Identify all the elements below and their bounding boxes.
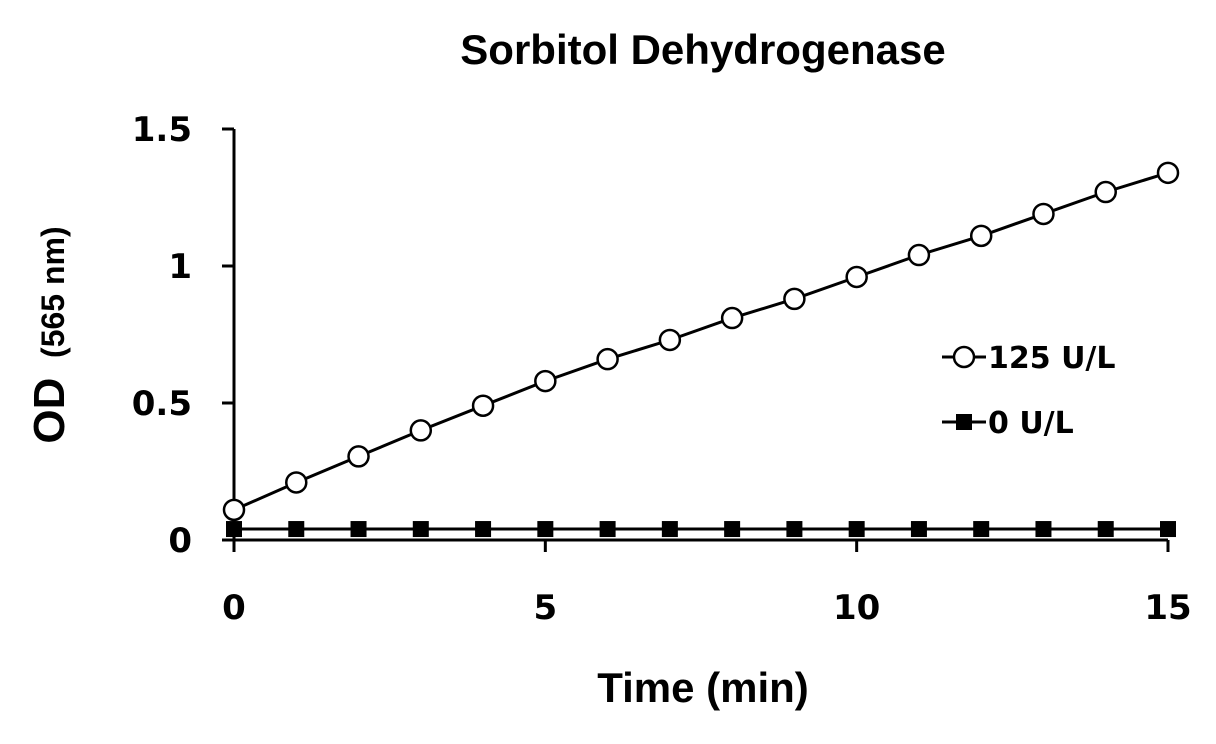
data-point [226,521,242,538]
data-point [409,419,433,442]
x-tick-label: 15 [1144,588,1191,628]
data-point [537,521,554,538]
data-point [412,521,429,538]
data-point [1160,521,1176,538]
data-point [786,521,803,538]
series-line [233,171,1169,512]
data-point [599,521,616,538]
series-0 [222,161,1180,522]
data-point [969,224,993,248]
legend-label: 0 U/L [988,406,1074,441]
series-1 [226,521,1176,538]
legend-item: 0 U/L [942,406,1074,441]
svg-text:OD (565 nm): OD (565 nm) [25,226,74,443]
y-tick-label: 1 [168,247,192,287]
data-point [907,243,931,267]
x-tick-label: 0 [222,588,246,628]
data-point [596,347,619,371]
y-axis-label-unit: (565 nm) [35,226,71,358]
data-point [285,471,308,494]
data-point [1032,202,1055,226]
data-point [471,394,495,417]
y-tick-label: 0 [168,521,192,561]
legend-label: 125 U/L [988,341,1116,376]
data-point [910,521,927,538]
data-point [661,521,678,538]
data-point [845,265,868,289]
data-point [848,521,865,538]
x-axis-label: Time (min) [597,664,809,711]
legend: 125 U/L 0 U/L [942,341,1116,441]
series-layer [222,161,1180,538]
x-tick-label: 5 [533,588,557,628]
data-point [534,369,557,393]
data-point [475,521,492,538]
data-point [973,521,990,538]
y-tick-label: 1.5 [132,110,192,150]
legend-item: 125 U/L [942,341,1116,376]
x-tick-label: 10 [833,588,880,628]
data-point [1097,521,1114,538]
chart-title: Sorbitol Dehydrogenase [460,26,945,73]
legend-marker [952,345,976,369]
data-point [720,306,744,330]
data-point [1156,161,1180,185]
data-point [1094,180,1117,204]
legend-marker [956,414,972,430]
data-point [288,521,305,538]
data-point [350,521,367,538]
data-point [783,287,806,311]
y-tick-label: 0.5 [132,384,192,424]
y-axis-label-main: OD [25,378,74,444]
data-point [347,445,370,468]
y-axis-label: OD (565 nm) [25,226,74,443]
data-point [724,521,741,538]
axes: 0 0.5 1 1.5 0 5 10 15 [132,110,1192,628]
data-point [1035,521,1052,538]
data-point [658,328,682,352]
data-point [222,498,246,522]
